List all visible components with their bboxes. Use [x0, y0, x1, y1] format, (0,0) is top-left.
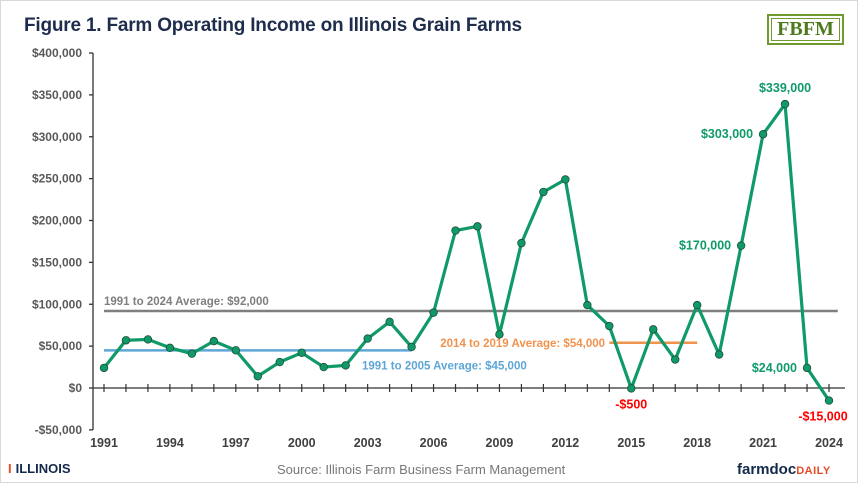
data-point [473, 222, 482, 231]
y-tick-label: $100,000 [32, 297, 82, 311]
data-point [319, 362, 328, 372]
average-label: 1991 to 2024 Average: $92,000 [104, 296, 269, 308]
y-tick-label: -$50,000 [35, 423, 83, 437]
x-tick-label: 1991 [90, 436, 118, 450]
chart-title: Figure 1. Farm Operating Income on Illin… [24, 15, 522, 36]
illinois-logo: I ILLINOIS [8, 461, 71, 476]
data-point [231, 346, 241, 355]
data-point [517, 238, 526, 248]
average-label: 2014 to 2019 Average: $54,000 [440, 338, 605, 350]
data-point [539, 187, 548, 197]
data-point [429, 308, 438, 317]
data-point [758, 130, 768, 139]
y-tick-label: $150,000 [32, 255, 82, 269]
data-point [495, 330, 504, 339]
data-point [363, 334, 372, 343]
data-point [714, 350, 724, 359]
y-tick-label: $400,000 [32, 46, 82, 60]
x-tick-label: 2000 [288, 436, 316, 450]
data-point [451, 226, 460, 235]
farmdoc-wordmark: farmdoc [737, 461, 797, 478]
illinois-i-mark: I [8, 461, 12, 476]
data-point [780, 99, 790, 109]
data-point [824, 396, 834, 405]
x-tick-label: 2024 [815, 436, 843, 450]
fbfm-logo: FBFM [767, 14, 844, 45]
average-label: 1991 to 2005 Average: $45,000 [362, 360, 527, 372]
x-tick-label: 2021 [749, 436, 777, 450]
y-tick-label: $50,000 [39, 339, 83, 353]
daily-wordmark: DAILY [796, 465, 831, 477]
x-tick-label: 2018 [683, 436, 711, 450]
data-point [736, 241, 746, 250]
data-point [561, 175, 570, 184]
data-label: $170,000 [679, 239, 731, 253]
x-tick-label: 2015 [617, 436, 645, 450]
data-point [187, 349, 197, 358]
illinois-wordmark: ILLINOIS [15, 461, 71, 476]
x-tick-label: 2009 [486, 436, 514, 450]
data-label: $339,000 [759, 81, 811, 95]
data-point [121, 336, 131, 345]
data-point [692, 300, 702, 310]
data-point [627, 384, 636, 393]
farmdoc-daily-logo: farmdocDAILY [737, 461, 831, 478]
y-tick-label: $0 [69, 381, 83, 395]
x-tick-label: 1997 [222, 436, 250, 450]
data-label: -$15,000 [798, 410, 847, 424]
y-tick-label: $250,000 [32, 172, 82, 186]
data-point [143, 335, 153, 344]
data-label: $303,000 [701, 127, 753, 141]
data-point [99, 363, 109, 373]
data-point [802, 363, 812, 373]
x-tick-label: 1994 [156, 436, 184, 450]
data-point [407, 342, 416, 352]
x-tick-label: 2012 [551, 436, 579, 450]
x-tick-label: 2003 [354, 436, 382, 450]
y-tick-label: $350,000 [32, 88, 82, 102]
data-point [385, 317, 394, 327]
source-note: Source: Illinois Farm Business Farm Mana… [277, 462, 566, 477]
data-point [583, 300, 592, 310]
x-tick-label: 2006 [420, 436, 448, 450]
data-point [671, 355, 680, 364]
data-point [605, 321, 614, 331]
data-point [649, 325, 658, 334]
data-point [297, 348, 306, 358]
data-point [275, 357, 284, 367]
y-tick-label: $200,000 [32, 214, 82, 228]
data-point [253, 372, 262, 381]
data-point [165, 343, 175, 352]
data-label: -$500 [615, 397, 647, 411]
y-tick-label: $300,000 [32, 130, 82, 144]
data-point [209, 336, 219, 346]
data-point [341, 361, 350, 370]
income-line [102, 102, 831, 402]
data-label: $24,000 [752, 361, 797, 375]
